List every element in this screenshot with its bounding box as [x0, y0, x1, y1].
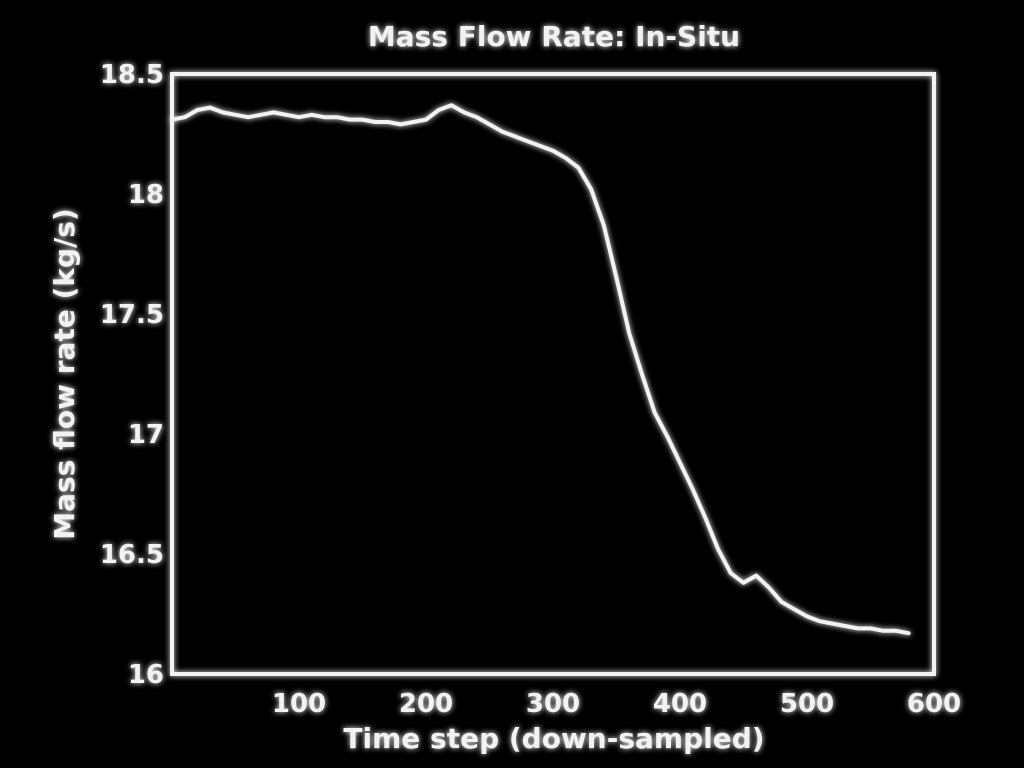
- y-tick-label: 18.5: [100, 60, 164, 90]
- x-axis-label: Time step (down-sampled): [343, 722, 764, 755]
- x-tick-label: 300: [526, 689, 580, 719]
- y-axis-label: Mass flow rate (kg/s): [48, 208, 81, 539]
- x-tick-label: 200: [399, 689, 453, 719]
- y-ticks: 16 16.5 17 17.5 18 18.5: [100, 60, 934, 690]
- x-tick-label: 600: [907, 689, 961, 719]
- y-tick-label: 16: [128, 660, 164, 690]
- chart-title: Mass Flow Rate: In-Situ: [368, 20, 740, 53]
- x-tick-label: 400: [653, 689, 707, 719]
- y-tick-label: 17: [128, 420, 164, 450]
- series-line: [170, 103, 911, 636]
- x-tick-label: 100: [272, 689, 326, 719]
- y-tick-label: 18: [128, 180, 164, 210]
- y-tick-label: 16.5: [100, 540, 164, 570]
- series-layer: [170, 103, 911, 636]
- x-tick-label: 500: [780, 689, 834, 719]
- y-tick-label: 17.5: [100, 300, 164, 330]
- plot-frame: [170, 72, 936, 676]
- x-ticks: 100 200 300 400 500 600: [272, 74, 961, 719]
